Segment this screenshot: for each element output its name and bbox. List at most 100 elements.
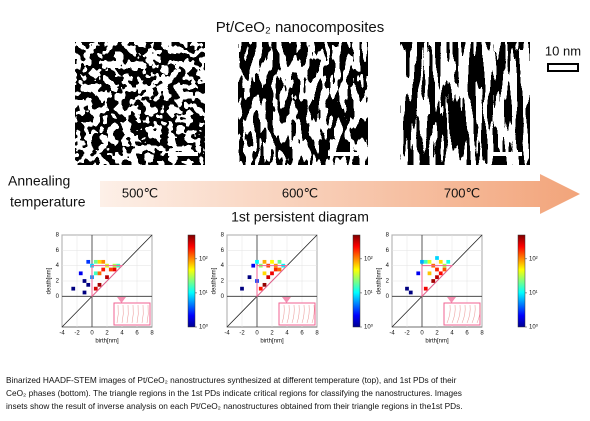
inset-trace [451, 304, 456, 324]
y-tick-label: 4 [386, 263, 390, 269]
y-tick-label: 6 [56, 248, 60, 254]
y-axis-label: death[nm] [377, 267, 383, 294]
x-tick-label: -4 [224, 331, 230, 337]
pd-cell [112, 267, 117, 272]
caption-line: insets show the result of inverse analys… [6, 401, 463, 411]
x-tick-label: 4 [450, 331, 454, 337]
inset-trace [301, 304, 305, 324]
pd-cell [105, 275, 109, 280]
pd-cell [416, 271, 421, 276]
pd-cell [435, 256, 439, 260]
pd-cell [273, 267, 278, 272]
pd-cell [420, 259, 424, 264]
x-tick-label: -4 [389, 331, 395, 337]
x-tick-label: 6 [300, 331, 304, 337]
caption-line: Binarized HAADF-STEM images of Pt/CeO₂ n… [6, 375, 457, 385]
pd-cell [258, 286, 263, 291]
pd-cell [408, 290, 413, 295]
title: Pt/CeO₂ nanocomposites [216, 19, 384, 36]
pd-cell [277, 259, 282, 264]
x-tick-label: 6 [465, 331, 469, 337]
y-tick-label: 8 [386, 233, 390, 239]
critical-triangle [256, 265, 289, 298]
pd-cell [78, 271, 83, 276]
micrograph-pattern [238, 42, 368, 165]
x-axis-label: birth[nm] [95, 339, 119, 345]
pd-cell [270, 259, 274, 264]
pd-cell [71, 286, 76, 291]
x-tick-label: 0 [420, 331, 424, 337]
charts: -4 -2 0 2 4 6 8 0 2 4 6 8 birth[nm] death[nm] 10⁰ 10¹ 10… [47, 233, 539, 345]
inset-arrow [117, 297, 126, 303]
pd-cell [255, 259, 259, 264]
inset-trace [136, 304, 139, 324]
x-tick-label: 2 [270, 331, 274, 337]
y-tick-label: 0 [56, 294, 60, 300]
pd-cell [427, 259, 432, 264]
pd-cell [97, 271, 102, 276]
y-tick-label: 8 [56, 233, 60, 239]
x-tick-label: -2 [74, 331, 80, 337]
y-tick-label: 4 [221, 263, 225, 269]
colorbar-label: 10⁰ [199, 324, 209, 331]
colorbar [352, 234, 361, 328]
pd-cell [446, 259, 451, 264]
scale-bar [492, 152, 522, 156]
pd-cell [266, 275, 271, 280]
pd-cell [93, 286, 98, 291]
y-tick-label: 0 [221, 294, 225, 300]
colorbar-label: 10¹ [529, 290, 538, 296]
temperature-arrow [100, 174, 580, 214]
x-tick-label: 4 [120, 331, 124, 337]
inset-trace [456, 304, 461, 324]
pd-cell [423, 286, 428, 291]
pd-cell [262, 271, 267, 276]
inset-image [278, 302, 316, 326]
pd-cell [277, 267, 282, 272]
pd-cell [251, 263, 256, 268]
pd-cell [423, 259, 428, 264]
section-title: 1st persistent diagram [231, 209, 369, 225]
micrograph-pattern [400, 42, 530, 165]
pd-cell [97, 282, 102, 287]
x-tick-label: -2 [239, 331, 245, 337]
pd-cell [262, 282, 267, 287]
pd-cell [435, 267, 439, 272]
pd-cell [86, 259, 91, 264]
pd-cell [93, 271, 98, 276]
colorbar-label: 10² [529, 256, 538, 262]
pd-cell [405, 286, 409, 291]
pd-cell [442, 267, 447, 272]
colorbar-label: 10⁰ [364, 324, 374, 331]
inset-trace [126, 304, 129, 324]
x-tick-label: -4 [59, 331, 65, 337]
x-axis-label: birth[nm] [425, 339, 449, 345]
x-tick-label: 0 [255, 331, 259, 337]
y-tick-label: 2 [221, 279, 225, 285]
pd-cell [93, 259, 98, 264]
inset-arrow [282, 297, 291, 303]
scale-bar [547, 63, 579, 72]
pd-cell [97, 259, 102, 264]
pd-cell [247, 275, 252, 280]
inset-trace [446, 304, 451, 324]
x-tick-label: 0 [90, 331, 94, 337]
y-tick-label: 4 [56, 263, 60, 269]
inset-trace [281, 304, 285, 324]
inset-trace [471, 304, 476, 324]
pd-cell [438, 271, 443, 276]
x-tick-label: 2 [105, 331, 109, 337]
inset-arrow [447, 297, 456, 303]
inset-image [443, 302, 481, 326]
pd-cell [270, 271, 274, 276]
caption-line: CeO₂ phases (bottom). The triangle regio… [6, 388, 462, 398]
inset-trace [306, 304, 310, 324]
inset-trace [476, 304, 481, 324]
colorbar-label: 10² [199, 256, 208, 262]
x-tick-label: 4 [285, 331, 289, 337]
inset-trace [121, 304, 124, 324]
y-tick-label: 6 [386, 248, 390, 254]
x-tick-label: 8 [150, 331, 154, 337]
pd-cell [427, 271, 432, 276]
